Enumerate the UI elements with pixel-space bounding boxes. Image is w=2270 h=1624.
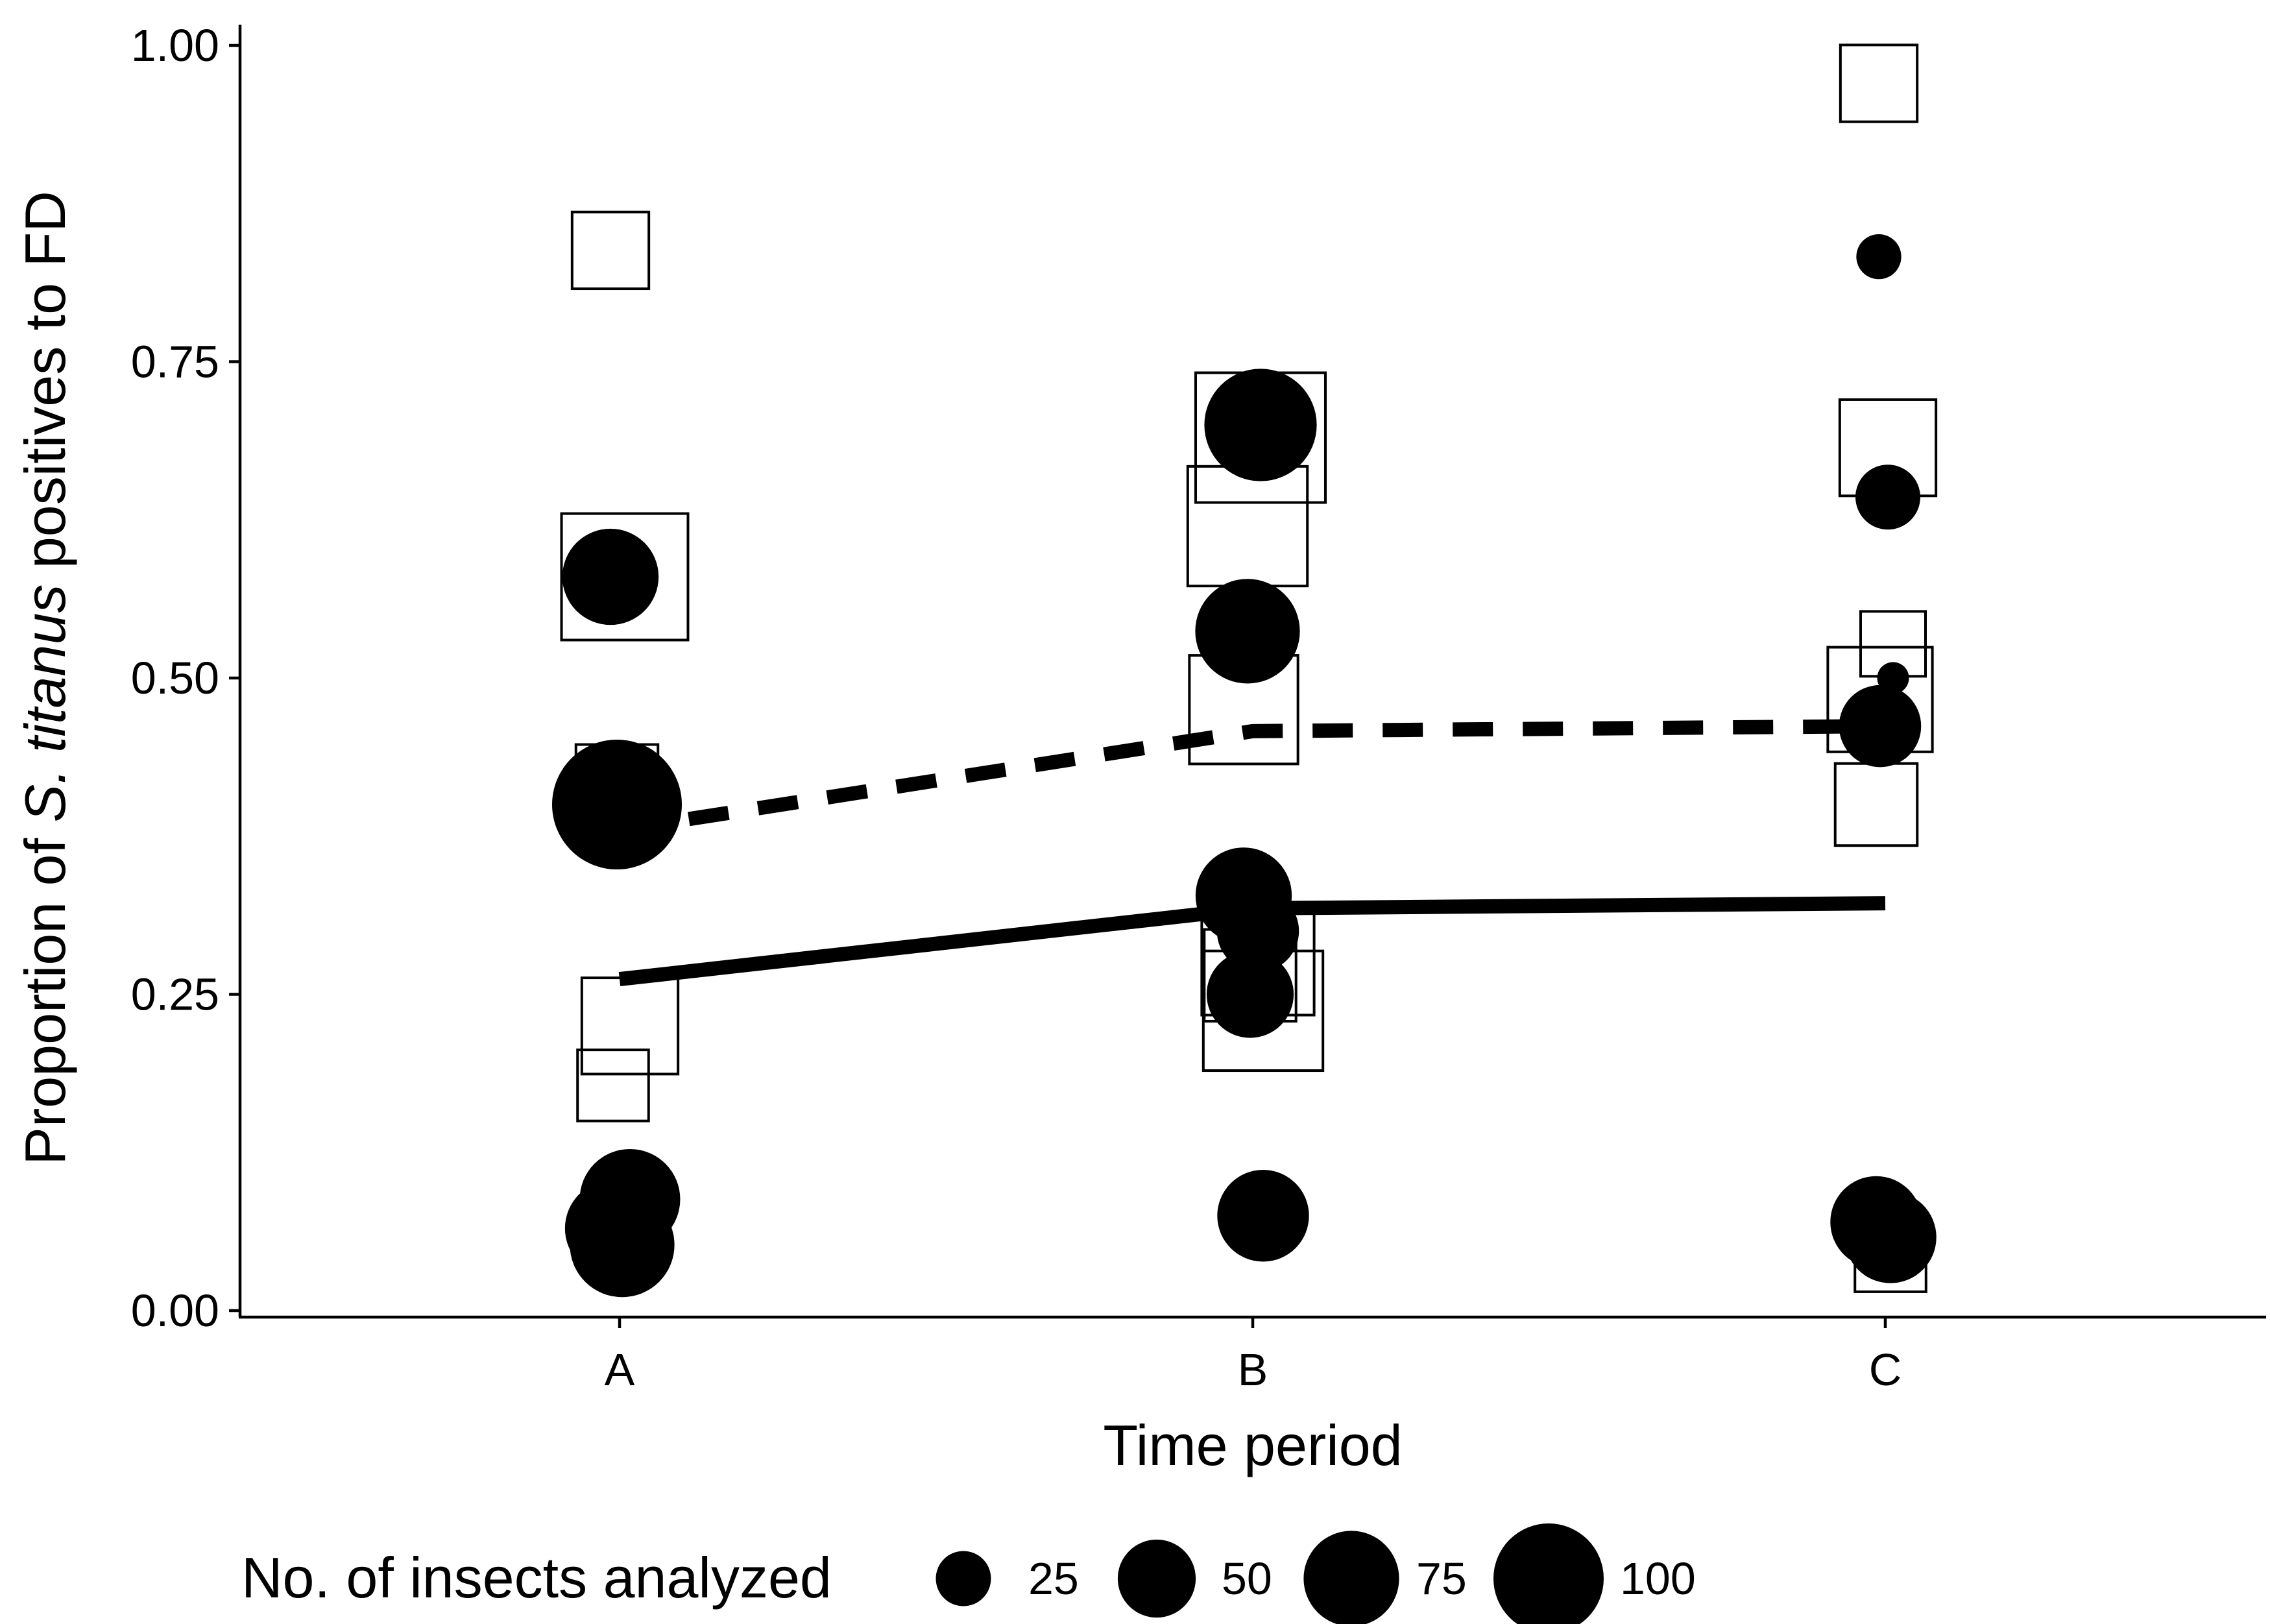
legend-title: No. of insects analyzed [241,1545,832,1610]
legend-size-label: 100 [1620,1553,1696,1604]
x-axis-title: Time period [1103,1413,1402,1477]
trend-line-dashed [618,719,1886,837]
open-square-point [580,976,680,1076]
filled-circle-point [1217,1170,1309,1262]
legend-size-key-25 [936,1551,991,1606]
filled-circle-point [1195,579,1300,684]
filled-circle-point [1856,234,1902,280]
y-axis-title-species: S. titanus [13,585,77,823]
open-square-point [1186,465,1309,588]
y-axis-title-suffix: positives to FD [13,191,77,584]
y-ticks: 0.00 0.25 0.50 0.75 1.00 [131,20,240,1336]
data-points [552,43,1938,1298]
open-square-point [576,1048,650,1122]
filled-circle-point [570,1192,675,1298]
y-tick-label: 0.50 [131,653,219,703]
filled-circle-point [1839,685,1922,768]
y-axis-title: Proportion of S. titanus positives to FD [13,191,77,1165]
filled-circle-point [1216,890,1299,973]
filled-circle-point [552,740,682,869]
open-square-point [560,512,690,642]
y-tick-label: 0.75 [131,337,219,387]
filled-circle-point [562,528,659,625]
y-tick-label: 0.00 [131,1285,219,1336]
legend-size-label: 25 [1028,1553,1079,1604]
y-axis-title-prefix: Proportion of [13,822,77,1165]
filled-circle-point [1855,465,1920,530]
x-tick-label: A [605,1344,635,1395]
filled-circle-point [1206,951,1294,1038]
x-tick-label: C [1869,1344,1902,1395]
filled-circle-point [1844,1191,1937,1283]
legend-size-key-50 [1117,1539,1196,1618]
x-ticks: A B C [605,1317,1902,1395]
open-square-point [570,210,651,291]
legend-size-label: 50 [1222,1553,1272,1604]
y-tick-label: 0.25 [131,969,219,1020]
legend-size-label: 75 [1416,1553,1467,1604]
y-tick-label: 1.00 [131,20,219,71]
x-tick-label: B [1238,1344,1268,1395]
legend-size-key-100 [1493,1523,1604,1624]
open-square-point [1833,762,1919,847]
legend-size-key-75 [1303,1531,1399,1624]
filled-circle-point [1204,369,1317,481]
legend: No. of insects analyzed 25 50 75 100 [241,1523,1696,1624]
open-square-point [1839,43,1919,123]
